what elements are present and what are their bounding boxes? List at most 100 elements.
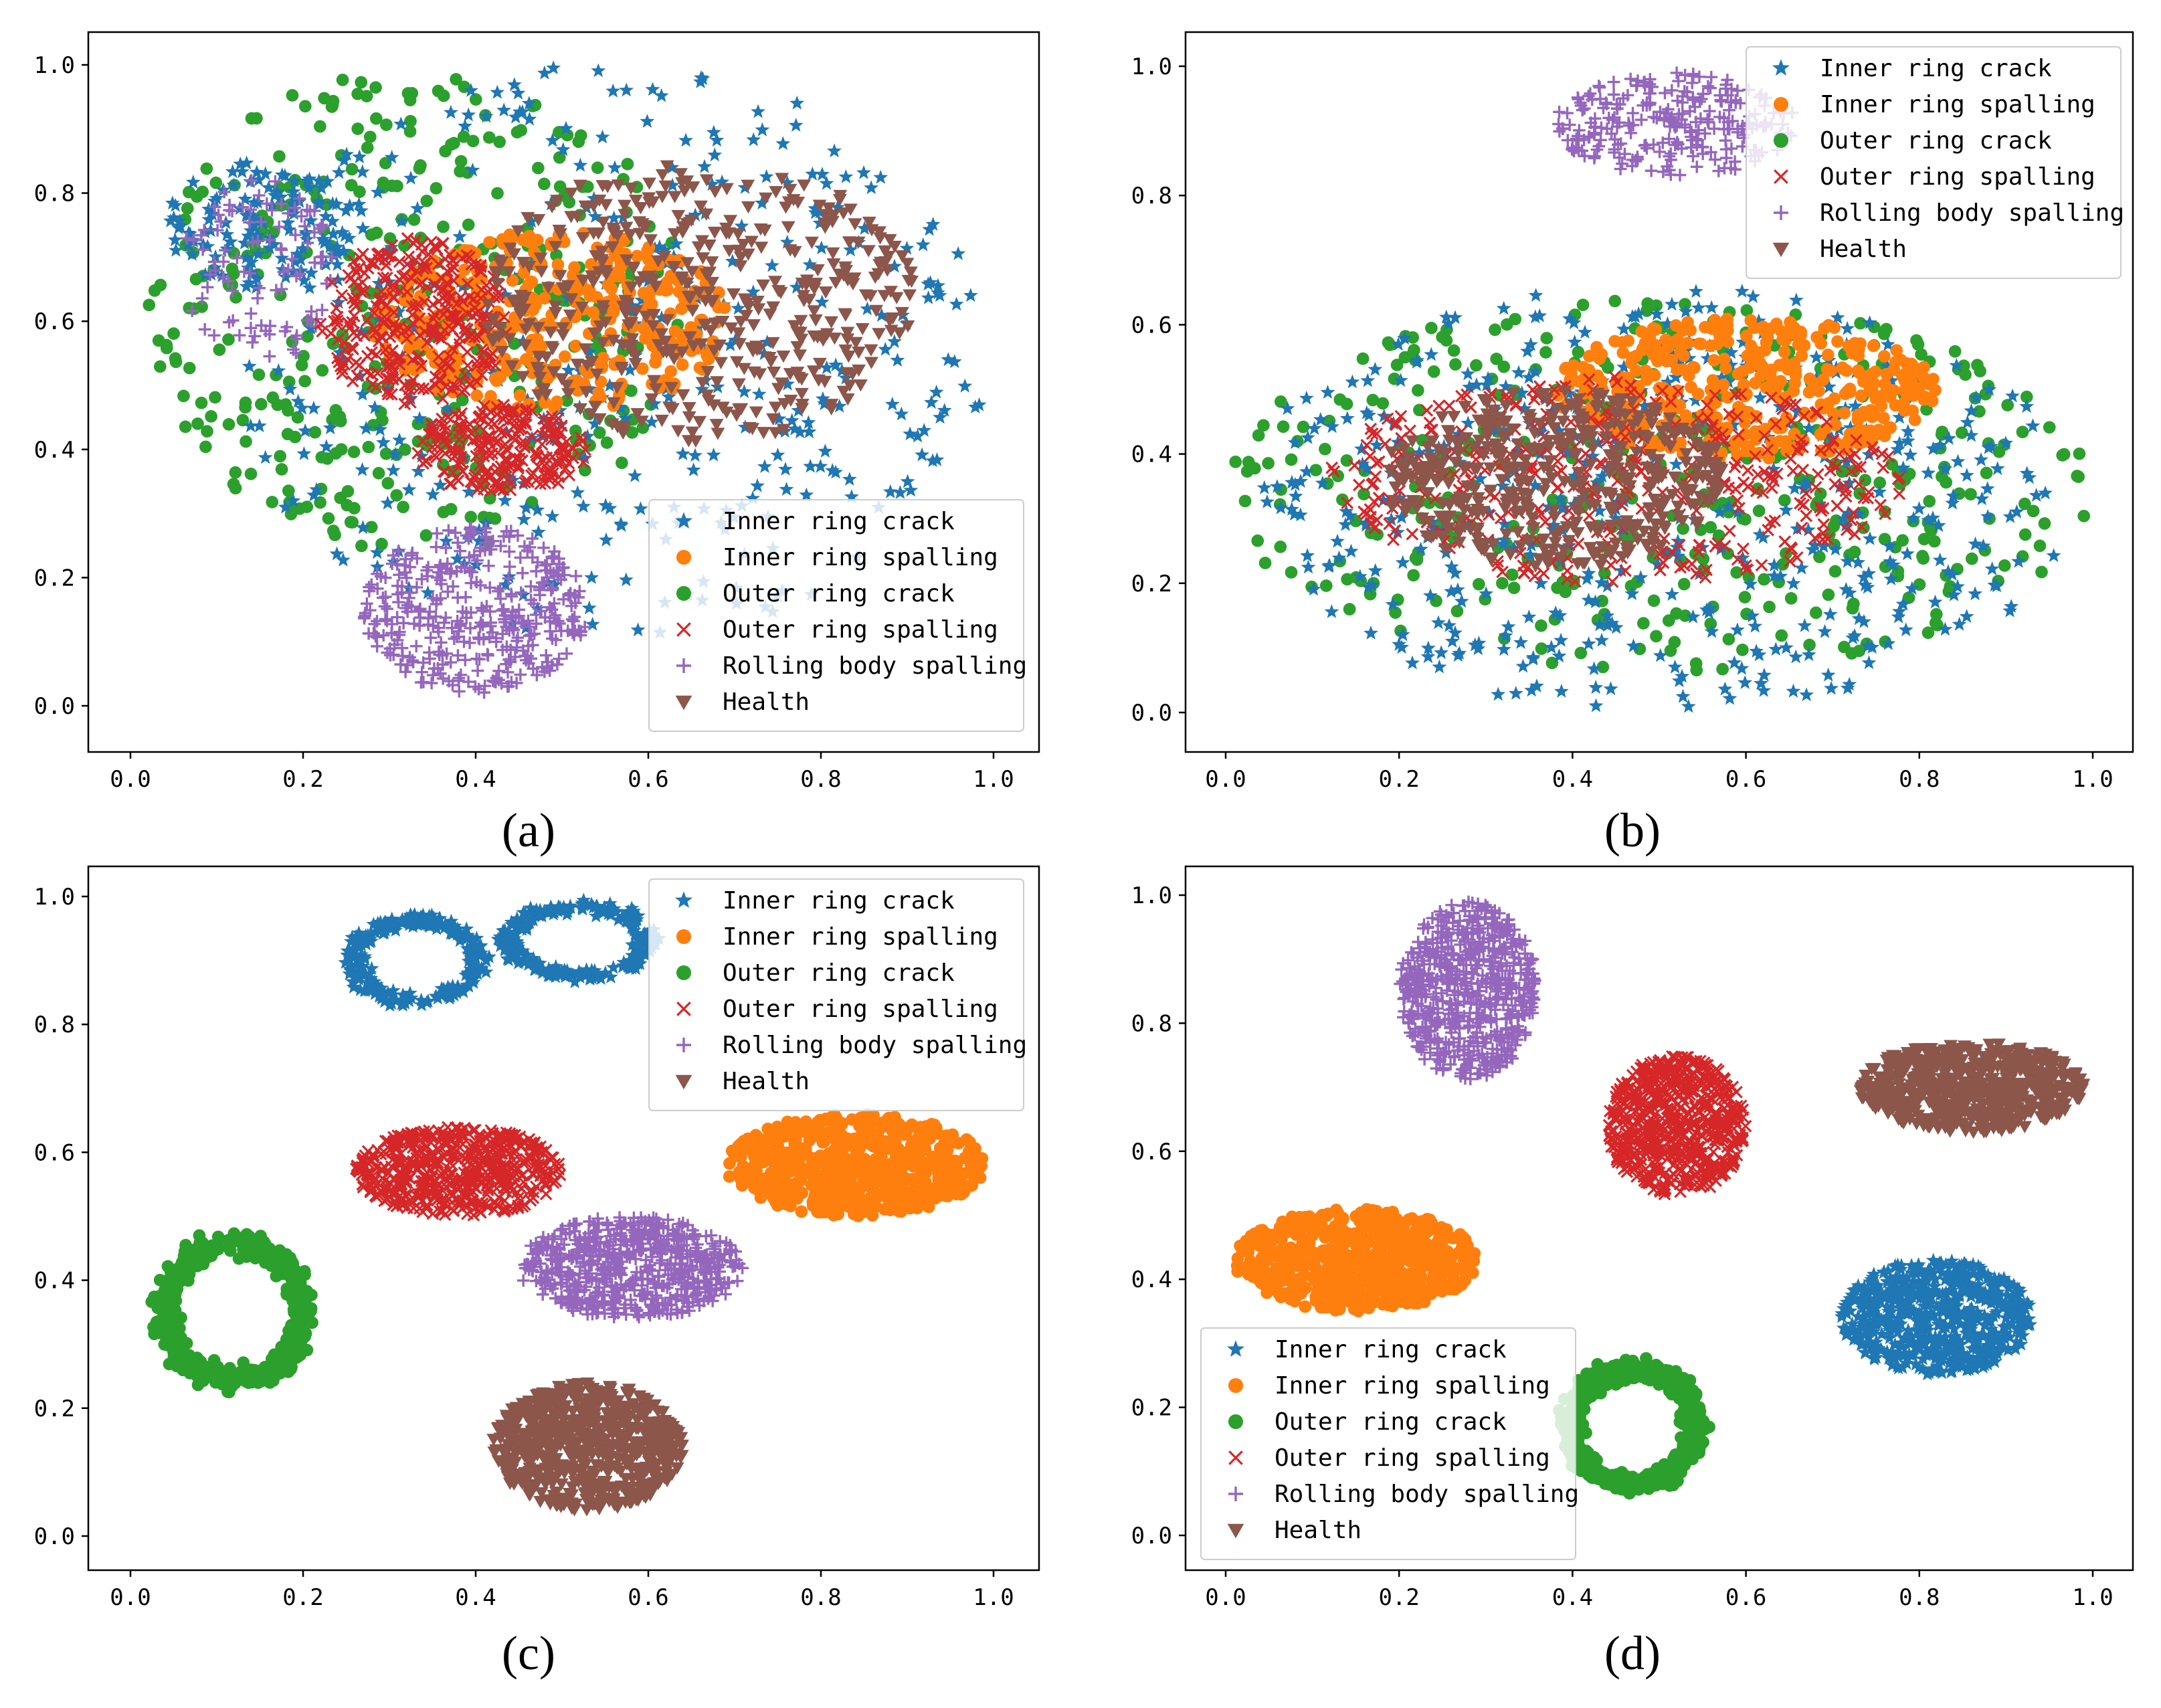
point (1297, 420, 1310, 434)
point (458, 654, 472, 666)
point (632, 276, 647, 288)
point (715, 174, 730, 189)
point (793, 349, 808, 362)
point (371, 582, 384, 595)
point (1340, 454, 1353, 467)
point (1608, 510, 1623, 525)
point (1514, 385, 1529, 399)
point (1790, 521, 1805, 536)
point (1353, 478, 1366, 492)
point (1394, 409, 1408, 423)
point (572, 135, 585, 149)
point (400, 332, 413, 345)
point (808, 201, 823, 215)
point (454, 545, 467, 557)
point (842, 472, 857, 486)
point (1287, 435, 1303, 450)
point (543, 470, 557, 483)
point (1517, 463, 1531, 476)
point (363, 603, 377, 617)
point (1826, 433, 1840, 446)
point (271, 398, 284, 411)
point (1667, 471, 1682, 484)
point (251, 246, 266, 261)
point (1451, 496, 1466, 509)
point (450, 73, 462, 86)
point (1270, 479, 1285, 493)
point (522, 657, 535, 670)
point (320, 173, 335, 188)
point (1561, 386, 1576, 400)
point (1902, 591, 1915, 604)
point (304, 265, 319, 280)
point (408, 363, 421, 377)
point (1229, 456, 1242, 468)
point (647, 375, 661, 387)
point (547, 577, 562, 591)
point (1444, 583, 1459, 598)
point (600, 181, 615, 193)
point (681, 290, 696, 303)
point (1460, 492, 1475, 505)
point (1830, 499, 1844, 512)
point (709, 419, 724, 432)
point (385, 626, 398, 640)
point (626, 426, 639, 439)
point (514, 586, 528, 599)
point (1562, 535, 1576, 547)
point (1704, 339, 1717, 353)
point (506, 622, 519, 635)
point (493, 135, 506, 149)
point (474, 479, 487, 492)
point (239, 401, 252, 414)
point (511, 225, 525, 238)
point (244, 307, 258, 320)
point (1566, 480, 1581, 492)
point (502, 572, 515, 585)
point (729, 409, 744, 422)
point (1394, 640, 1410, 654)
point (514, 124, 527, 137)
point (244, 468, 258, 480)
point (1306, 581, 1321, 596)
point (496, 628, 509, 640)
point (1420, 487, 1435, 500)
point (403, 651, 416, 664)
point (492, 664, 505, 678)
point (678, 132, 693, 147)
point (1899, 546, 1915, 561)
point (746, 132, 761, 147)
point (1787, 480, 1802, 495)
point (373, 421, 388, 436)
point (187, 302, 201, 315)
point (1525, 650, 1541, 664)
point (1574, 646, 1588, 660)
point (1856, 569, 1871, 584)
point (1521, 534, 1535, 547)
point (335, 225, 350, 240)
point (328, 196, 344, 211)
point (815, 391, 830, 405)
point (519, 500, 534, 514)
point (1732, 401, 1745, 413)
point (1496, 577, 1509, 590)
point (1721, 312, 1734, 326)
point (625, 384, 638, 397)
point (1606, 575, 1619, 588)
point (1968, 389, 1984, 404)
point (1521, 488, 1536, 501)
point (275, 463, 288, 476)
point (815, 167, 830, 181)
point (1469, 377, 1484, 391)
point (1745, 608, 1760, 623)
point (1507, 541, 1521, 555)
point (714, 357, 729, 369)
point (1798, 409, 1810, 423)
point (1339, 504, 1354, 518)
point (1424, 347, 1439, 361)
point (1880, 337, 1895, 351)
point (781, 196, 796, 209)
point (799, 487, 814, 502)
point (1925, 441, 1941, 456)
point (2018, 497, 2031, 510)
